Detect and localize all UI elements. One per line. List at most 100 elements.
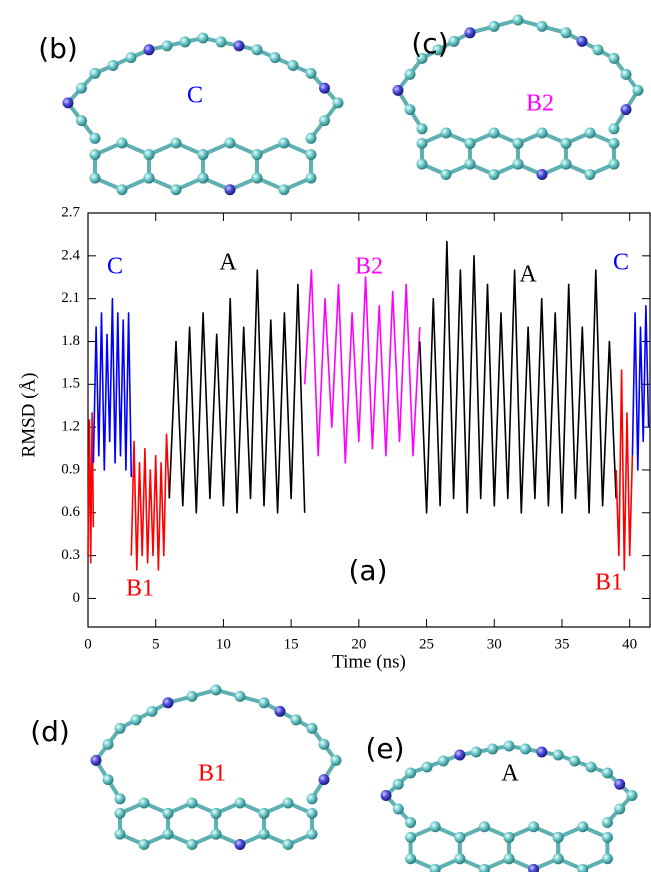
atom [602, 817, 613, 828]
ring-bond [470, 133, 518, 175]
atom [393, 779, 404, 790]
atom [405, 832, 416, 843]
atom [621, 104, 632, 115]
atom [430, 864, 441, 872]
atom [126, 52, 137, 63]
atom [187, 797, 198, 808]
y-tick-label: 1.5 [61, 376, 80, 392]
atom [319, 739, 330, 750]
atom [171, 137, 182, 148]
rmsd-line [93, 299, 131, 477]
state-label: A [519, 262, 537, 288]
x-tick-label: 20 [351, 636, 366, 652]
atom [602, 768, 613, 779]
atom [633, 85, 644, 96]
ring-bond [264, 803, 312, 845]
atom [489, 127, 500, 138]
atom [283, 839, 294, 850]
atom [585, 169, 596, 180]
atom [577, 36, 588, 47]
ring-bond [168, 803, 216, 845]
atom [454, 750, 465, 761]
conformer-label: A [501, 761, 519, 787]
ring-bond [257, 143, 311, 190]
atom [187, 839, 198, 850]
atom [441, 169, 452, 180]
atom [91, 755, 102, 766]
atom [512, 159, 523, 170]
x-tick-label: 15 [284, 636, 299, 652]
atom [537, 21, 548, 32]
atom [115, 793, 126, 804]
state-label: A [219, 250, 237, 276]
rmsd-line [88, 413, 93, 563]
ring-bond [460, 827, 509, 870]
atom [90, 68, 101, 79]
atom [275, 706, 286, 717]
atom [270, 52, 281, 63]
rmsd-line [616, 370, 632, 570]
atom [487, 744, 498, 755]
atom [103, 774, 114, 785]
atom [319, 774, 330, 785]
x-tick-label: 10 [216, 636, 231, 652]
atom [251, 173, 262, 184]
atom [63, 97, 74, 108]
atom [198, 33, 209, 44]
x-tick-label: 25 [419, 636, 434, 652]
atom [211, 685, 222, 696]
atom [593, 44, 604, 55]
state-label: C [107, 254, 123, 280]
atom [288, 60, 299, 71]
y-tick-label: 0.6 [61, 504, 80, 520]
atom [117, 137, 128, 148]
atom [306, 149, 317, 160]
conformer-label: B2 [526, 91, 554, 117]
atom [216, 36, 227, 47]
atom [279, 184, 290, 195]
y-axis-label: RMSD (Å) [18, 373, 39, 458]
atom [553, 832, 564, 843]
x-tick-label: 35 [554, 636, 569, 652]
atom [89, 173, 100, 184]
atom [537, 127, 548, 138]
ring-bond [95, 143, 149, 190]
atom [114, 808, 125, 819]
atom [147, 706, 158, 717]
atom [306, 173, 317, 184]
y-tick-label: 2.7 [61, 204, 80, 220]
atom [225, 137, 236, 148]
atom [416, 159, 427, 170]
atom [560, 159, 571, 170]
atom [283, 797, 294, 808]
atom [416, 138, 427, 149]
atom [614, 779, 625, 790]
ring-bond [518, 133, 566, 175]
atom [210, 808, 221, 819]
atom [143, 149, 154, 160]
y-tick-label: 2.4 [61, 247, 80, 263]
atom [512, 138, 523, 149]
atom [422, 762, 433, 773]
x-tick-label: 5 [152, 636, 160, 652]
atom [117, 184, 128, 195]
atom [307, 808, 318, 819]
atom [115, 723, 126, 734]
atom [503, 832, 514, 843]
atom [449, 36, 460, 47]
atom [454, 832, 465, 843]
panel-label: (a) [348, 554, 387, 587]
atom [234, 40, 245, 51]
atom [114, 829, 125, 840]
ring-bond [120, 803, 168, 845]
x-tick-label: 0 [84, 636, 92, 652]
atom [144, 44, 155, 55]
atom [76, 83, 87, 94]
atom [171, 184, 182, 195]
atom [417, 123, 428, 134]
x-axis-label: Time (ns) [332, 651, 406, 672]
atom [307, 829, 318, 840]
atom [479, 864, 490, 872]
atom [258, 808, 269, 819]
atom [197, 173, 208, 184]
